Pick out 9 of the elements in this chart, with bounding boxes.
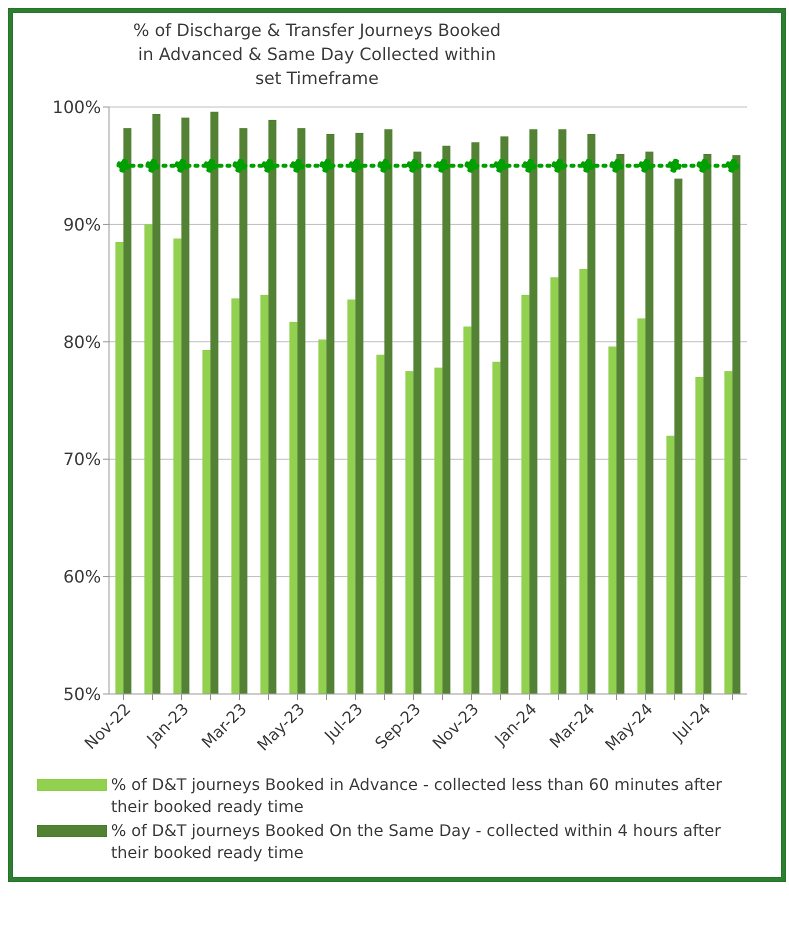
y-tick-label: 60% (63, 568, 101, 588)
y-tick-label: 70% (63, 450, 101, 470)
legend-label: % of D&T journeys Booked On the Same Day - collected within 4 hours after their booked ready time (111, 820, 722, 864)
y-tick-label: 50% (63, 685, 101, 706)
legend-label: % of D&T journeys Booked in Advance - collected less than 60 minutes after their booked ready time (111, 774, 723, 818)
y-tick-label: 90% (63, 215, 101, 236)
y-tick-label: 100% (52, 98, 101, 118)
chart-title: % of Discharge & Transfer Journeys Booked in Advanced & Same Day Collected within set Timeframe (132, 20, 502, 91)
y-tick-label: 80% (63, 332, 101, 353)
